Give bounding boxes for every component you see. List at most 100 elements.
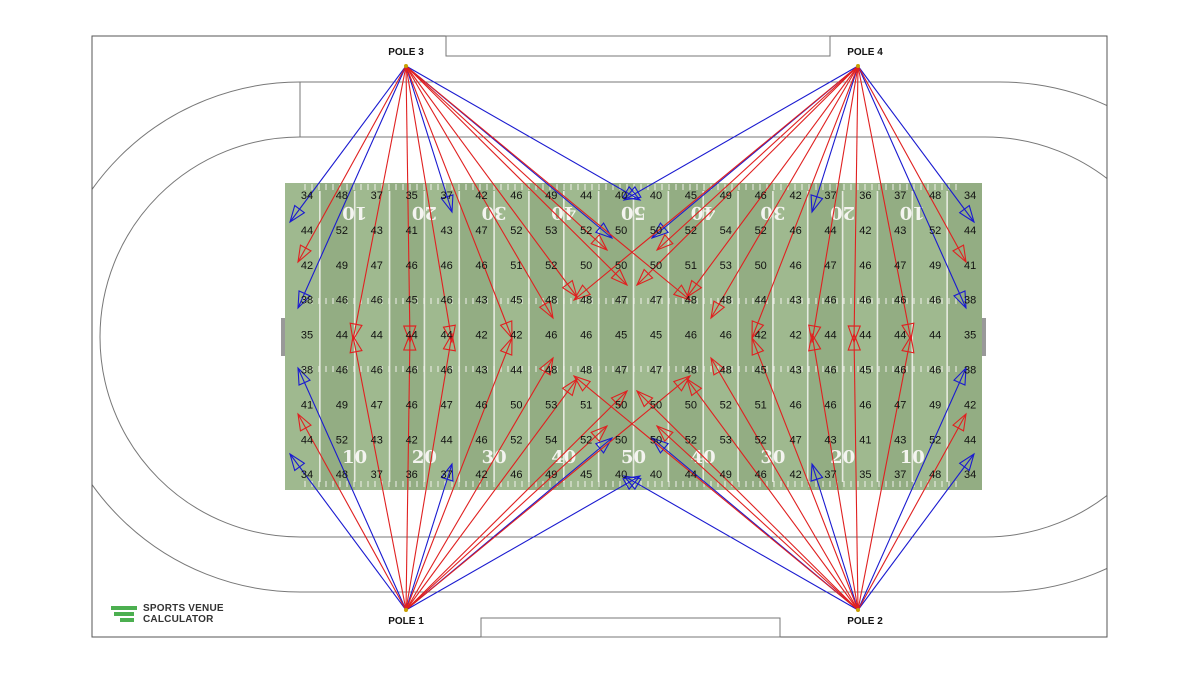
illuminance-value: 46 [929,295,941,307]
illuminance-value: 44 [371,330,383,342]
illuminance-values: 34 48 37 35 37 42 46 49 44 40 40 45 49 46 42 37 36 37 48 34… [301,190,976,481]
arrowhead-icon [402,325,417,344]
illuminance-value: 41 [859,434,871,446]
illuminance-value: 47 [371,399,383,411]
aiming-arrow [857,65,967,264]
aiming-line [405,337,513,611]
illuminance-value: 37 [824,190,836,202]
illuminance-value: 46 [859,295,871,307]
illuminance-value: 44 [440,434,452,446]
aiming-arrow [405,377,578,611]
illuminance-value: 49 [929,260,941,272]
illuminance-value: 40 [615,190,627,202]
illuminance-value: 44 [824,225,836,237]
illuminance-value: 42 [755,330,767,342]
arrowhead-icon [297,244,312,264]
aiming-arrow [572,65,859,301]
arrowhead-icon [672,284,692,301]
illuminance-value: 50 [650,434,662,446]
illuminance-value: 41 [301,399,313,411]
aiming-line [857,65,975,223]
aiming-line [811,65,859,343]
arrowhead-icon [958,452,975,472]
illuminance-value: 42 [964,399,976,411]
illuminance-value: 50 [685,399,697,411]
illuminance-value: 47 [475,225,487,237]
illuminance-value: 38 [301,295,313,307]
illuminance-value: 34 [301,190,313,202]
aiming-arrow [297,65,407,310]
aiming-line [405,378,578,611]
aiming-arrow [405,65,578,299]
arrowhead-icon [952,412,967,432]
aiming-arrow [810,462,859,611]
aiming-line [405,65,513,339]
arrowhead-icon [810,462,824,482]
illuminance-value: 42 [859,225,871,237]
illuminance-value: 50 [650,260,662,272]
arrowhead-icon [635,268,654,287]
illuminance-value: 42 [406,434,418,446]
illuminance-value: 44 [336,330,348,342]
aiming-line [352,65,407,341]
illuminance-value: 45 [650,330,662,342]
illuminance-value: 42 [789,190,801,202]
illuminance-value: 50 [615,225,627,237]
aiming-arrow [349,65,407,342]
turf-stripe [738,183,773,490]
turf-stripe [528,183,564,490]
illuminance-value: 44 [440,330,452,342]
arrowhead-icon [297,412,312,432]
illuminance-value: 43 [894,434,906,446]
aiming-line [405,390,628,611]
illuminance-value: 44 [301,434,313,446]
illuminance-value: 37 [371,469,383,481]
illuminance-value: 41 [964,260,976,272]
illuminance-value: 52 [720,399,732,411]
pole-marker [856,64,860,68]
illuminance-value: 49 [336,399,348,411]
pole-marker [404,608,408,612]
aiming-line [710,65,859,319]
goal-post-left [281,318,285,356]
aiming-line [352,335,407,611]
pole-marker [856,608,860,612]
illuminance-value: 46 [755,469,767,481]
arrowhead-icon [810,194,824,214]
illuminance-value: 46 [545,330,557,342]
illuminance-value: 50 [650,225,662,237]
illuminance-value: 48 [580,295,592,307]
aiming-arrow [810,65,859,214]
illuminance-value: 46 [510,469,522,481]
arrowhead-icon [442,332,456,352]
illuminance-value: 49 [336,260,348,272]
illuminance-value: 48 [685,295,697,307]
illuminance-value: 47 [894,399,906,411]
track-group [92,81,1107,593]
illuminance-value: 48 [545,295,557,307]
aiming-line [405,65,453,343]
illuminance-value: 44 [964,225,976,237]
illuminance-value: 46 [475,434,487,446]
aiming-arrow [405,65,513,340]
aiming-line [297,367,407,611]
illuminance-value: 46 [894,295,906,307]
aiming-line [857,65,912,341]
aiming-arrow [808,332,859,611]
illuminance-value: 46 [440,260,452,272]
track-inner-line [99,136,1107,538]
aiming-line [405,475,641,611]
arrowhead-icon [442,324,456,344]
illuminance-value: 46 [859,260,871,272]
aiming-arrow [622,65,859,201]
arrowhead-icon [297,366,311,386]
illuminance-value: 44 [406,330,418,342]
illuminance-value: 46 [406,399,418,411]
yard-number-bottom: 30 [482,447,507,468]
arrowhead-icon [686,377,703,397]
illuminance-value: 53 [545,399,557,411]
aiming-line [405,65,628,286]
illuminance-value: 46 [510,190,522,202]
illuminance-value: 52 [929,434,941,446]
illuminance-value: 52 [755,225,767,237]
